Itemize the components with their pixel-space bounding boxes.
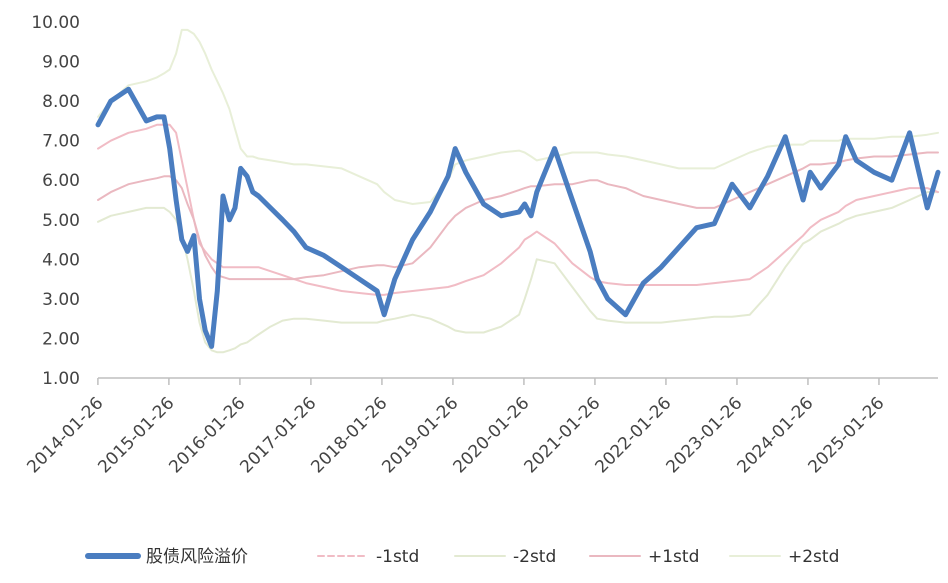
legend-label: -1std xyxy=(376,547,419,567)
y-tick-label: 7.00 xyxy=(42,132,80,152)
legend-label: +1std xyxy=(648,547,699,567)
legend: 股债风险溢价 -1std -2std +1std +2std xyxy=(85,547,839,567)
legend-label: 股债风险溢价 xyxy=(146,547,248,567)
y-tick-label: 2.00 xyxy=(42,329,80,349)
series-line-0 xyxy=(95,86,941,349)
y-tick-label: 1.00 xyxy=(42,369,80,389)
y-tick-label: 8.00 xyxy=(42,92,80,112)
series-lines xyxy=(95,28,941,354)
y-tick-label: 5.00 xyxy=(42,211,80,231)
y-axis-ticks: 1.00 2.00 3.00 4.00 5.00 6.00 7.00 8.00 9.00 10.0… xyxy=(31,13,80,389)
x-axis-ticks: 2014-01-262015-01-262016-01-262017-01-26… xyxy=(23,378,888,477)
series-line-3 xyxy=(97,151,939,281)
y-tick-label: 6.00 xyxy=(42,171,80,191)
y-tick-label: 9.00 xyxy=(42,53,80,73)
legend-label: -2std xyxy=(513,547,556,567)
y-tick-label: 10.00 xyxy=(31,13,80,33)
series-line-2 xyxy=(97,191,939,354)
y-tick-label: 3.00 xyxy=(42,290,80,310)
legend-label: +2std xyxy=(788,547,839,567)
y-tick-label: 4.00 xyxy=(42,250,80,270)
x-tick-label: 2025-01-26 xyxy=(804,393,888,477)
